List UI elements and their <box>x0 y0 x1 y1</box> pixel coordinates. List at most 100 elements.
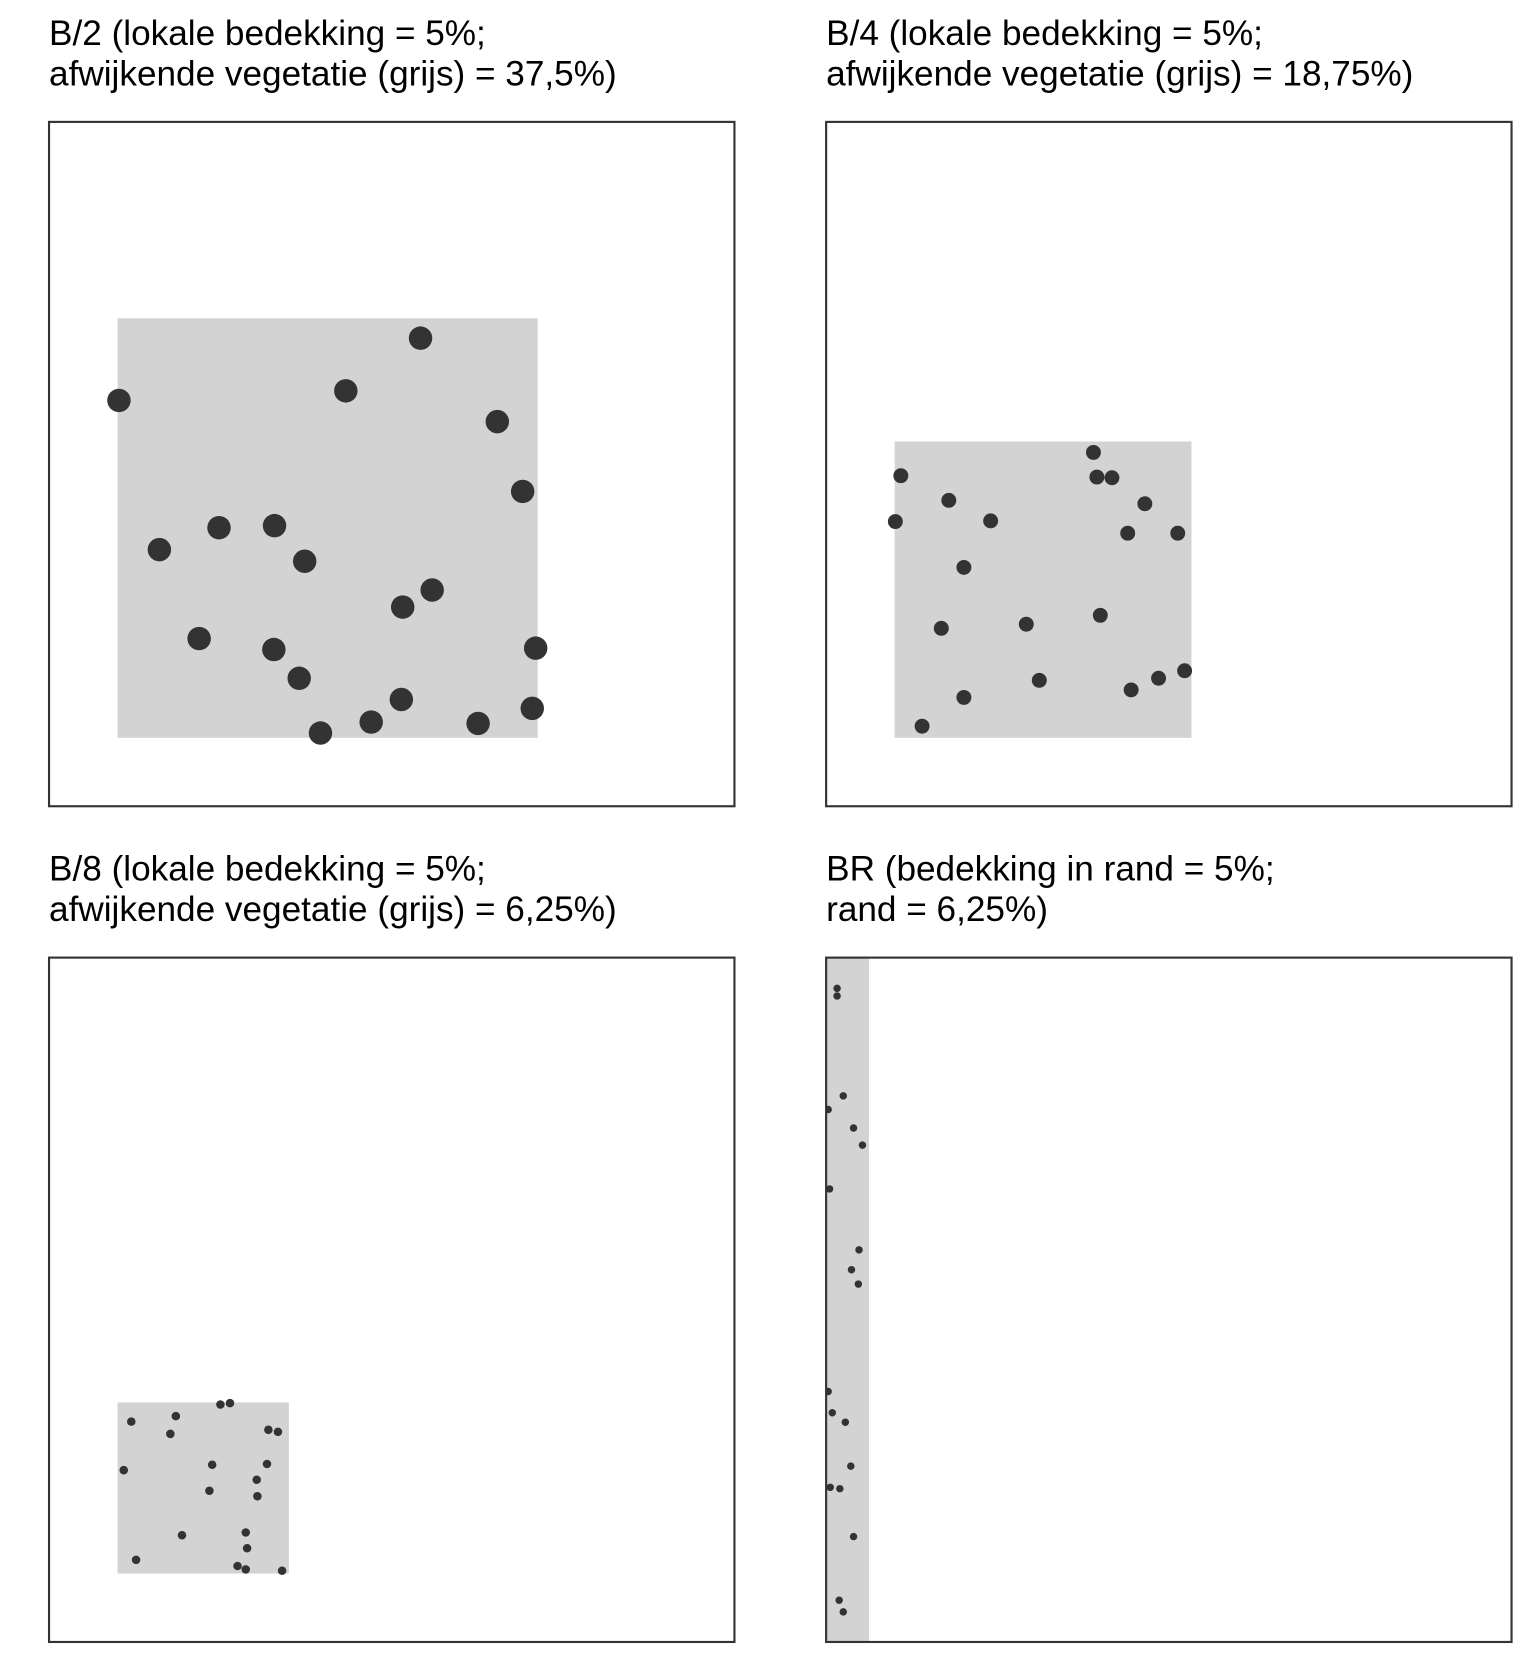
point <box>914 718 930 734</box>
point <box>262 1459 272 1469</box>
plot-area <box>826 957 869 1642</box>
point <box>893 468 909 484</box>
point <box>233 1561 242 1571</box>
point <box>264 1425 273 1435</box>
panel-border <box>47 120 736 808</box>
plot-area <box>117 1398 289 1576</box>
point <box>826 1105 832 1114</box>
point <box>187 626 211 651</box>
panel-title: B/2 (lokale bedekking = 5%; <box>49 14 486 53</box>
point <box>520 696 544 721</box>
point <box>523 636 548 660</box>
point <box>956 689 972 705</box>
shaded-region <box>826 957 869 1642</box>
shaded-region <box>894 441 1192 738</box>
point <box>292 549 317 573</box>
plot-area <box>107 318 548 745</box>
plot-area <box>887 441 1193 738</box>
point <box>836 1484 844 1493</box>
point <box>849 1532 858 1541</box>
point <box>119 1465 129 1475</box>
point <box>262 637 286 662</box>
point <box>334 379 358 403</box>
point <box>485 409 510 434</box>
point <box>983 513 999 529</box>
point <box>847 1462 855 1470</box>
panel-title: B/4 (lokale bedekking = 5%; <box>826 14 1263 53</box>
point <box>177 1530 187 1540</box>
panel-border <box>47 956 736 1644</box>
point <box>171 1411 181 1421</box>
point <box>107 388 131 413</box>
point <box>287 666 311 690</box>
point <box>887 514 903 530</box>
panel: B/8 (lokale bedekking = 5%;afwijkende ve… <box>47 850 736 1644</box>
point <box>277 1566 287 1576</box>
panel-title: BR (bedekking in rand = 5%; <box>826 850 1274 889</box>
panel-title: B/8 (lokale bedekking = 5%; <box>49 850 486 889</box>
point <box>262 513 287 538</box>
point <box>956 559 972 575</box>
point <box>241 1565 251 1574</box>
point <box>1085 444 1101 460</box>
panel: BR (bedekking in rand = 5%;rand = 6,25%) <box>825 850 1513 1644</box>
point <box>242 1543 252 1553</box>
panel-border <box>825 120 1513 808</box>
point <box>216 1400 225 1409</box>
shaded-region <box>117 318 538 738</box>
point <box>847 1265 856 1274</box>
point <box>854 1280 863 1288</box>
point <box>241 1528 251 1537</box>
point <box>390 595 415 619</box>
point <box>1092 607 1108 623</box>
panel-border <box>825 956 1513 1644</box>
point <box>147 537 172 562</box>
panel-title: afwijkende vegetatie (grijs) = 18,75%) <box>826 54 1413 93</box>
point <box>933 620 949 636</box>
point <box>205 1486 214 1495</box>
point <box>858 1141 867 1149</box>
point <box>273 1427 283 1437</box>
point <box>1177 663 1193 679</box>
point <box>207 515 231 540</box>
point <box>835 1596 843 1604</box>
point <box>839 1092 847 1100</box>
point <box>826 1387 832 1396</box>
point <box>941 492 957 508</box>
point <box>1120 525 1136 541</box>
point <box>389 687 414 712</box>
panel: B/4 (lokale bedekking = 5%;afwijkende ve… <box>825 14 1513 808</box>
point <box>1123 682 1139 698</box>
point <box>408 326 433 350</box>
point <box>841 1418 850 1427</box>
point <box>1137 496 1153 512</box>
point <box>252 1475 261 1485</box>
point <box>839 1608 847 1616</box>
point <box>131 1555 141 1565</box>
point <box>826 1185 834 1193</box>
point <box>207 1460 217 1469</box>
point <box>1170 525 1186 541</box>
point <box>420 578 444 602</box>
panel-title: rand = 6,25%) <box>826 890 1048 929</box>
point <box>826 1483 834 1492</box>
point <box>1089 469 1105 485</box>
point <box>1104 470 1120 486</box>
point <box>466 711 490 736</box>
point <box>833 992 841 1000</box>
point <box>510 479 535 504</box>
point <box>833 984 841 993</box>
point <box>1151 670 1167 686</box>
point <box>225 1398 235 1408</box>
point <box>828 1408 837 1417</box>
point <box>855 1246 863 1254</box>
panel: B/2 (lokale bedekking = 5%;afwijkende ve… <box>47 14 736 808</box>
point <box>308 721 333 745</box>
panel-title: afwijkende vegetatie (grijs) = 6,25%) <box>49 890 617 929</box>
point <box>253 1491 262 1501</box>
panel-title: afwijkende vegetatie (grijs) = 37,5%) <box>49 54 617 93</box>
point <box>849 1124 858 1132</box>
shaded-region <box>117 1402 289 1574</box>
